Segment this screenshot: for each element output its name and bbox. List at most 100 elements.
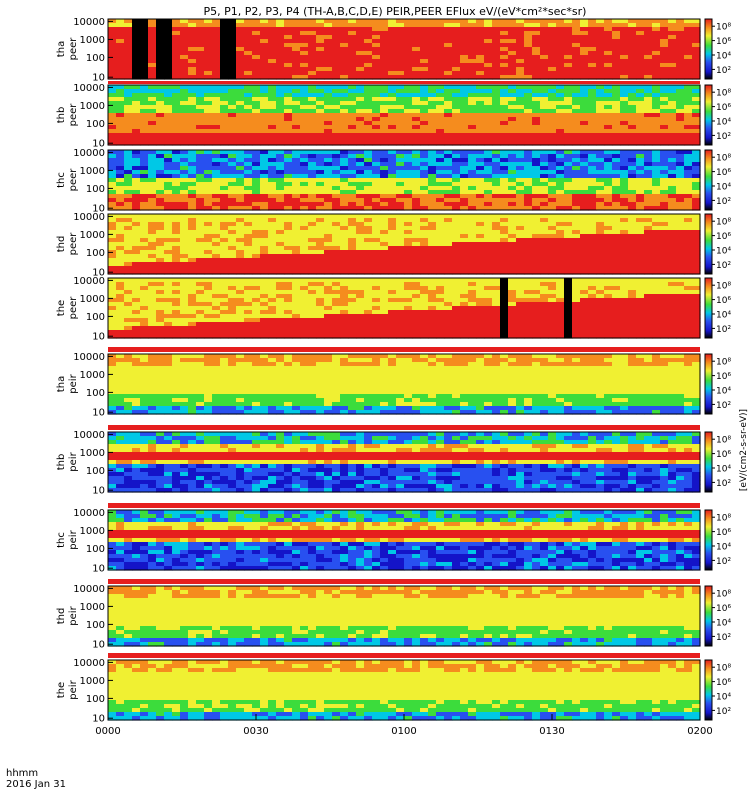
heat-cell — [348, 89, 357, 94]
heat-cell — [348, 322, 357, 327]
heat-cell — [116, 105, 125, 110]
heat-cell — [156, 150, 165, 155]
heat-cell — [436, 59, 445, 64]
heat-cell — [340, 117, 349, 122]
heat-cell — [444, 186, 453, 191]
heat-cell — [260, 294, 269, 299]
heat-cell — [276, 166, 285, 171]
heat-cell — [276, 51, 285, 56]
heat-cell — [508, 166, 517, 171]
heat-cell — [284, 234, 293, 239]
heat-cell — [548, 75, 557, 80]
heat-cell — [436, 43, 445, 48]
heat-cell — [620, 158, 629, 163]
heat-cell — [108, 109, 117, 114]
heat-cell — [364, 113, 373, 118]
heat-cell — [148, 318, 157, 323]
heat-cell — [676, 35, 685, 40]
heat-cell — [580, 113, 589, 118]
heat-cell — [556, 222, 565, 227]
heat-cell — [196, 318, 205, 323]
heat-cell — [420, 182, 429, 187]
heat-cell — [620, 109, 629, 114]
heat-cell — [244, 202, 253, 207]
heat-cell — [340, 290, 349, 295]
heat-cell — [676, 234, 685, 239]
heat-cell — [188, 246, 197, 251]
heat-cell — [188, 302, 197, 307]
heat-cell — [244, 67, 253, 72]
heat-cell — [572, 23, 581, 28]
heat-cell — [692, 270, 701, 275]
heat-cell — [188, 334, 197, 339]
heat-cell — [612, 190, 621, 195]
heat-cell — [124, 154, 133, 159]
heat-cell — [516, 93, 525, 98]
heat-cell — [324, 178, 333, 183]
heat-cell — [652, 162, 661, 167]
heat-cell — [124, 314, 133, 319]
heat-cell — [292, 326, 301, 331]
heat-cell — [692, 51, 701, 56]
heat-cell — [516, 234, 525, 239]
heat-cell — [356, 150, 365, 155]
heat-cell — [276, 198, 285, 203]
heat-cell — [204, 250, 213, 255]
heat-cell — [308, 166, 317, 171]
heat-cell — [268, 306, 277, 311]
heat-cell — [244, 125, 253, 130]
heat-cell — [300, 166, 309, 171]
heat-cell — [348, 43, 357, 48]
heat-cell — [196, 258, 205, 263]
heat-cell — [164, 186, 173, 191]
heat-cell — [132, 218, 141, 223]
heat-cell — [140, 75, 149, 80]
heat-cell — [212, 294, 221, 299]
heat-cell — [476, 89, 485, 94]
heat-cell — [452, 59, 461, 64]
heat-cell — [180, 270, 189, 275]
heat-cell — [572, 105, 581, 110]
heat-cell — [548, 19, 557, 24]
heat-cell — [140, 47, 149, 52]
heat-cell — [404, 270, 413, 275]
heat-cell — [492, 174, 501, 179]
heat-cell — [308, 202, 317, 207]
heat-cell — [132, 198, 141, 203]
heat-cell — [276, 302, 285, 307]
heat-cell — [284, 250, 293, 255]
heat-cell — [212, 242, 221, 247]
heat-cell — [580, 186, 589, 191]
heat-cell — [204, 93, 213, 98]
heat-cell — [108, 330, 117, 335]
heat-cell — [684, 190, 693, 195]
heat-cell — [636, 266, 645, 271]
heat-cell — [292, 186, 301, 191]
heat-cell — [316, 55, 325, 60]
heat-cell — [652, 270, 661, 275]
heat-cell — [484, 93, 493, 98]
heat-cell — [196, 238, 205, 243]
heat-cell — [532, 206, 541, 211]
heat-cell — [300, 27, 309, 32]
heat-cell — [516, 166, 525, 171]
heat-cell — [524, 170, 533, 175]
heat-cell — [524, 39, 533, 44]
heat-cell — [268, 314, 277, 319]
heat-cell — [612, 166, 621, 171]
heat-cell — [212, 206, 221, 211]
heat-cell — [420, 85, 429, 90]
heat-cell — [572, 89, 581, 94]
heat-cell — [372, 166, 381, 171]
heat-cell — [444, 246, 453, 251]
heat-cell — [420, 258, 429, 263]
heat-cell — [164, 234, 173, 239]
heat-cell — [156, 35, 165, 40]
heat-cell — [388, 55, 397, 60]
heat-cell — [172, 150, 181, 155]
heat-cell — [412, 230, 421, 235]
heat-cell — [348, 59, 357, 64]
heat-cell — [116, 63, 125, 68]
heat-cell — [188, 266, 197, 271]
heat-cell — [644, 158, 653, 163]
